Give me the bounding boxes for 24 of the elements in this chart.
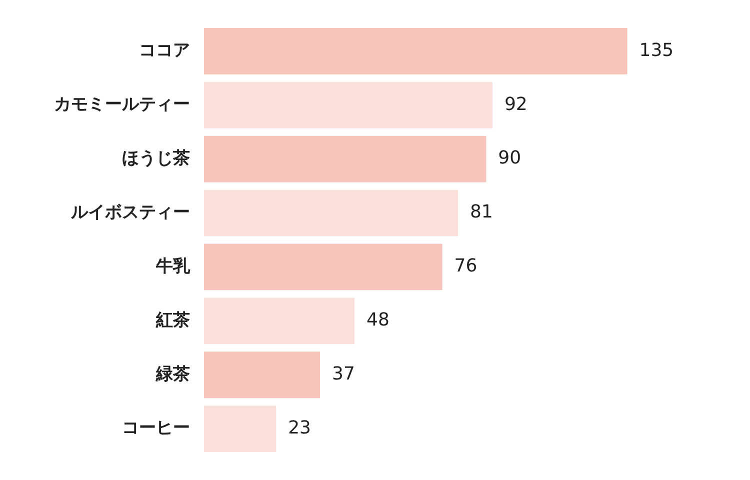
data-label: 48 — [366, 310, 390, 331]
y-tick-label: ほうじ茶 — [122, 148, 190, 168]
bar — [204, 298, 354, 344]
bar — [204, 244, 442, 290]
bar — [204, 406, 276, 452]
data-label: 81 — [470, 202, 493, 223]
data-label: 37 — [332, 364, 355, 385]
data-label: 135 — [639, 40, 674, 61]
bar — [204, 136, 486, 182]
y-tick-label: ルイボスティー — [70, 202, 190, 222]
data-label: 92 — [504, 94, 528, 115]
y-tick-label: コーヒー — [122, 418, 190, 438]
y-tick-label: ココア — [139, 40, 190, 61]
data-label: 90 — [498, 148, 522, 169]
bar — [204, 28, 628, 74]
y-tick-label: 牛乳 — [155, 256, 191, 276]
bar — [204, 352, 320, 398]
y-tick-label: 紅茶 — [155, 310, 190, 330]
bar — [204, 82, 492, 128]
data-label: 76 — [454, 256, 478, 277]
bar — [204, 190, 458, 236]
y-tick-label: 緑茶 — [155, 364, 190, 384]
data-label: 23 — [288, 417, 312, 438]
y-tick-label: カモミールティー — [54, 94, 190, 115]
